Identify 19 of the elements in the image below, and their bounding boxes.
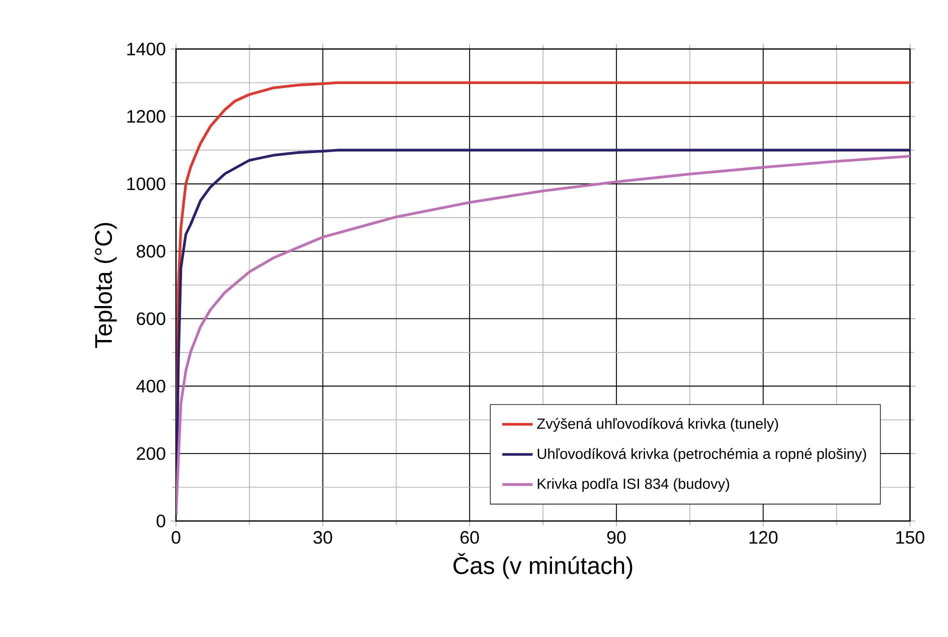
legend-label: Uhľovodíková krivka (petrochémia a ropné plošiny) [538,448,866,462]
y-tick-label: 600 [136,312,166,326]
y-tick-label: 800 [136,244,166,258]
y-tick-label: 1200 [127,110,166,123]
x-tick-label: 0 [172,531,180,544]
y-tick-label: 0 [156,514,166,528]
legend-label: Zvýšená uhľovodíková krivka (tunely) [537,418,778,432]
y-axis-title: Teplota (°C) [94,223,117,348]
y-tick-label: 400 [136,380,166,393]
x-tick-label: 30 [313,531,332,544]
x-tick-label: 60 [460,531,479,544]
y-tick-label: 1000 [127,177,166,190]
x-tick-label: 120 [750,531,778,544]
y-tick-label: 1400 [127,42,166,56]
x-tick-label: 150 [896,531,924,544]
x-axis-title: Čas (v minútach) [454,552,632,579]
x-tick-label: 90 [607,531,626,544]
legend-label: Krivka podľa ISI 834 (budovy) [538,478,730,492]
y-tick-label: 200 [136,447,166,460]
